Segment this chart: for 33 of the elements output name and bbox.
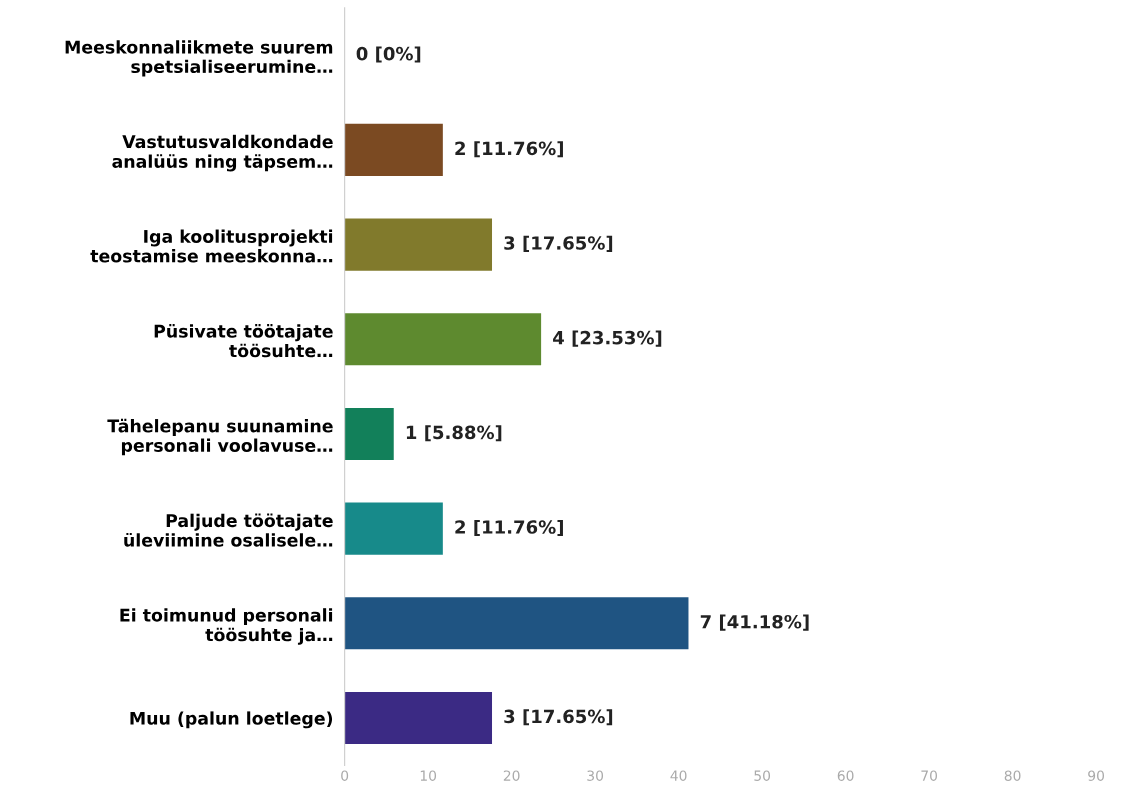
data-label: 2 [11.76%] (455, 519, 563, 536)
data-label: 3 [17.65%] (504, 709, 613, 726)
data-label: 7 [41.18%] (700, 614, 809, 631)
x-tick-label: 50 (754, 770, 771, 781)
bar (344, 407, 394, 460)
data-label: 0 [0%] (356, 46, 421, 63)
y-tick-label: Vastutusvaldkondade analüüs ning täpsem… (112, 134, 333, 172)
y-tick-label: Tähelepanu suunamine personali voolavuse… (107, 418, 333, 456)
y-tick-label: Paljude töötajate üleviimine osalisele… (124, 513, 333, 547)
x-tick-label: 40 (670, 770, 687, 781)
bar (344, 597, 689, 650)
x-tick-label: 60 (837, 770, 854, 781)
bar (344, 502, 443, 555)
x-tick-label: 80 (1004, 770, 1021, 781)
y-tick-label: Ei toimunud personali töösuhte ja… (120, 608, 333, 645)
x-tick-label: 10 (420, 770, 437, 781)
data-label: 2 [11.76%] (455, 141, 563, 158)
bar (344, 691, 493, 745)
bar (344, 218, 493, 271)
data-label: 1 [5.88%] (406, 425, 502, 442)
x-tick-label: 0 (341, 770, 349, 781)
y-tick-label: Iga koolitusprojekti teostamise meeskonna… (90, 229, 333, 263)
y-tick-label: Meeskonnaliikmete suurem spetsialiseerumine… (65, 40, 333, 77)
x-tick-label: 20 (503, 770, 520, 781)
x-tick-label: 70 (921, 770, 938, 781)
y-tick-label: Muu (palun loetlege) (130, 711, 333, 729)
data-label: 4 [23.53%] (553, 330, 662, 347)
bar (344, 123, 443, 176)
x-tick-label: 30 (587, 770, 604, 781)
bar (344, 313, 542, 366)
data-label: 3 [17.65%] (504, 235, 613, 252)
x-tick-label: 90 (1088, 770, 1105, 781)
y-tick-label: Püsivate töötajate töösuhte… (154, 324, 333, 358)
